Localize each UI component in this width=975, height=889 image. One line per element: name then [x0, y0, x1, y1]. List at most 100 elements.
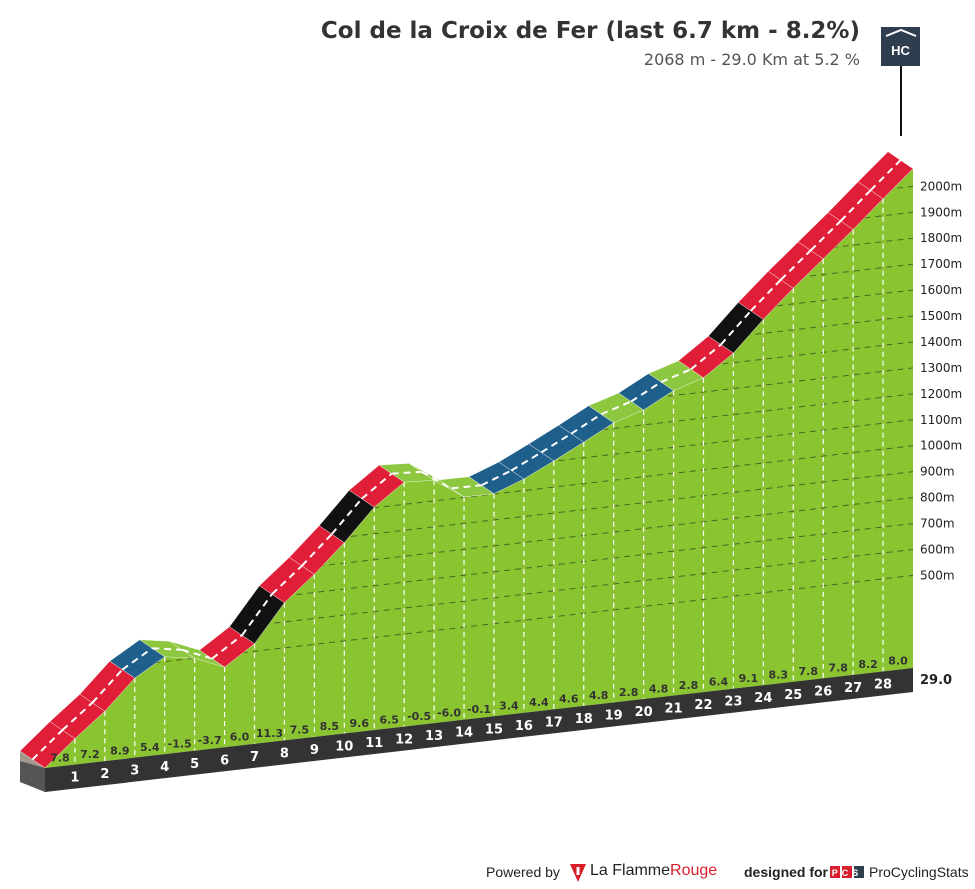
km-lines — [74, 198, 884, 765]
profile-fill — [45, 168, 913, 768]
brand-part-a: La Flamme — [590, 862, 671, 879]
road-centerline — [780, 249, 812, 281]
km-number: 27 — [844, 681, 862, 696]
road-centerline — [301, 533, 333, 567]
altitude-tick-label: 1400m — [920, 335, 962, 349]
altitude-tick-label: 2000m — [920, 179, 962, 193]
road-centerline — [720, 310, 752, 346]
road-centerline — [810, 220, 842, 252]
climb-title: Col de la Croix de Fer (last 6.7 km - 8.… — [320, 18, 860, 44]
road-centerline — [570, 413, 602, 435]
road-centerline — [181, 648, 213, 660]
road-centerline — [391, 470, 422, 475]
gradient-label: -3.7 — [198, 734, 222, 747]
gradient-label: 2.8 — [619, 686, 639, 699]
road-centerline — [361, 472, 393, 500]
km-number: 14 — [455, 726, 473, 741]
altitude-tick-label: 1200m — [920, 387, 962, 401]
road-centerline — [630, 381, 662, 403]
gradient-label: 6.4 — [709, 675, 729, 688]
km-number: 8 — [280, 746, 289, 761]
brand-part-b: Rouge — [670, 862, 718, 879]
road-segment — [857, 151, 914, 200]
road-centerline — [540, 432, 572, 454]
km-number: 13 — [425, 729, 443, 744]
ribbon-face — [45, 668, 913, 792]
pcs-logo-icon: PCS — [830, 865, 864, 881]
gradient-label: 8.5 — [320, 720, 340, 733]
altitude-tick-label: 1300m — [920, 361, 962, 375]
gradient-label: 7.8 — [798, 665, 818, 678]
km-number: 15 — [485, 722, 503, 737]
grid-line — [45, 574, 913, 676]
gradient-label: 7.5 — [290, 724, 310, 737]
road-centerline — [481, 469, 512, 487]
altitude-tick-label: 700m — [920, 517, 955, 531]
designed-for-text: designed for — [744, 864, 829, 880]
road-segments — [19, 151, 914, 769]
road-centerline — [121, 647, 153, 671]
altitude-tick-label: 1700m — [920, 257, 962, 271]
road-centerline — [271, 565, 303, 595]
distance-ribbon — [20, 668, 913, 792]
km-number: 3 — [130, 764, 139, 779]
altitude-tick-label: 800m — [920, 491, 955, 505]
km-number: 20 — [635, 705, 653, 720]
km-number: 19 — [605, 708, 623, 723]
road-centerline — [31, 729, 64, 761]
altitude-tick-label: 1100m — [920, 413, 962, 427]
ribbon-side — [20, 761, 45, 792]
gradient-label: 6.5 — [379, 713, 399, 726]
climb-profile-chart: 7.8 7.2 8.9 5.4 -1.5 -3.7 6.0 11.3 7.5 8.5 9.6 6.5-… — [19, 27, 962, 792]
km-number: 17 — [545, 715, 563, 730]
pcs-badge: PCS — [832, 868, 863, 878]
total-distance-label: 29.0 — [920, 673, 952, 688]
profile-body — [20, 168, 913, 770]
footer: Powered by La FlammeRouge designed for P… — [486, 862, 971, 884]
gradient-label: 9.1 — [739, 672, 759, 685]
km-number: 9 — [310, 743, 319, 758]
gradient-label: 4.8 — [589, 689, 609, 702]
road-centerline — [421, 470, 453, 490]
gradient-labels: 7.8 7.2 8.9 5.4 -1.5 -3.7 6.0 11.3 7.5 8.5 9.6 6.5-… — [50, 655, 908, 765]
road-centerline — [91, 668, 124, 704]
summit-marker: HC — [881, 27, 920, 136]
pcs-name: ProCyclingStats — [869, 864, 969, 880]
road-centerline — [211, 634, 243, 660]
km-number: 25 — [784, 688, 802, 703]
km-number: 26 — [814, 684, 832, 699]
mountain-icon — [885, 28, 917, 37]
gradient-label: 2.8 — [679, 679, 699, 692]
road-centerline — [510, 451, 542, 472]
road-centerline — [660, 368, 692, 383]
km-number: 4 — [160, 760, 169, 775]
gradient-label: 7.8 — [50, 751, 70, 764]
road-centerline — [241, 593, 273, 636]
gradient-label: 9.6 — [350, 717, 370, 730]
gradient-label: 8.0 — [888, 655, 908, 668]
flamme-rouge-logo-icon — [568, 862, 588, 887]
gradient-label: 8.2 — [858, 658, 878, 671]
gradient-label: 8.9 — [110, 744, 130, 757]
km-number: 22 — [694, 698, 712, 713]
category-badge: HC — [891, 43, 910, 58]
gradient-label: -1.5 — [168, 737, 192, 750]
km-number: 1 — [70, 771, 79, 786]
km-number: 23 — [724, 695, 742, 710]
road-centerline — [61, 701, 94, 731]
altitude-tick-label: 600m — [920, 542, 955, 556]
km-number: 18 — [575, 712, 593, 727]
gradient-label: 4.8 — [649, 682, 669, 695]
km-number: 24 — [754, 691, 772, 706]
gradient-label: 11.3 — [256, 727, 283, 740]
powered-by-text: Powered by — [486, 864, 560, 880]
gradient-label: 7.8 — [828, 662, 848, 675]
km-number: 6 — [220, 753, 229, 768]
altitude-tick-label: 1600m — [920, 283, 962, 297]
km-number: 10 — [335, 740, 353, 755]
road-centerline — [451, 484, 482, 490]
km-number: 28 — [874, 677, 892, 692]
profile-side — [20, 751, 45, 770]
altitude-tick-label: 500m — [920, 568, 955, 582]
altitude-axis: 500m 600m 700m 800m 900m 1000m 1100m 1200m 1300m… — [920, 179, 962, 688]
